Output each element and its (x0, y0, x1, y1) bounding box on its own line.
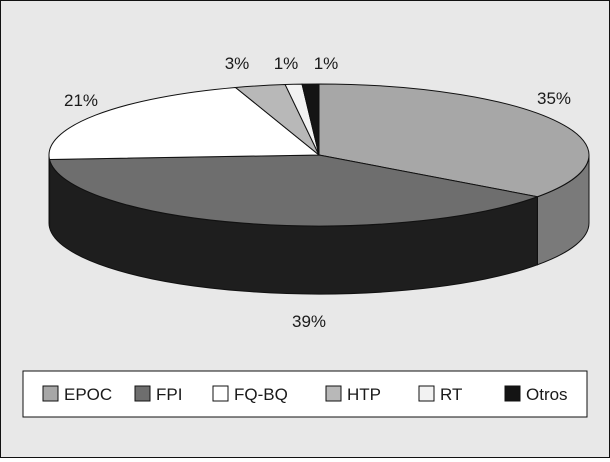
pie-slice-fpi (48, 154, 540, 227)
legend-label-fpi: FPI (156, 385, 182, 404)
legend-swatch-fq-bq (212, 385, 229, 402)
pie-slice-fq-bq (48, 86, 321, 160)
legend-swatch-htp (325, 385, 342, 402)
pie-data-label-fpi: 39% (292, 312, 326, 331)
legend-swatch-epoc (42, 385, 59, 402)
legend-label-htp: HTP (347, 385, 381, 404)
legend-label-fq-bq: FQ-BQ (234, 385, 288, 404)
legend-label-otros: Otros (526, 385, 568, 404)
legend-label-epoc: EPOC (64, 385, 112, 404)
legend-swatch-rt (418, 385, 435, 402)
legend: EPOC FPI FQ-BQ HTP RT Otros (42, 385, 568, 404)
legend-swatch-otros (504, 385, 521, 402)
pie-data-label-otros: 1% (314, 54, 339, 73)
legend-swatch-fpi (134, 385, 151, 402)
pie-slice-epoc (318, 83, 590, 198)
pie-data-label-fq-bq: 21% (64, 91, 98, 110)
pie-labels: 35% 39% 21% 3% 1% 1% (64, 54, 571, 331)
pie-data-label-rt: 1% (274, 54, 299, 73)
pie-data-label-htp: 3% (225, 54, 250, 73)
legend-box (22, 370, 588, 418)
pie-top (48, 83, 590, 227)
pie-data-label-epoc: 35% (537, 89, 571, 108)
pie-slice-otros (301, 83, 320, 156)
pie-sides (48, 154, 590, 295)
legend-label-rt: RT (440, 385, 462, 404)
